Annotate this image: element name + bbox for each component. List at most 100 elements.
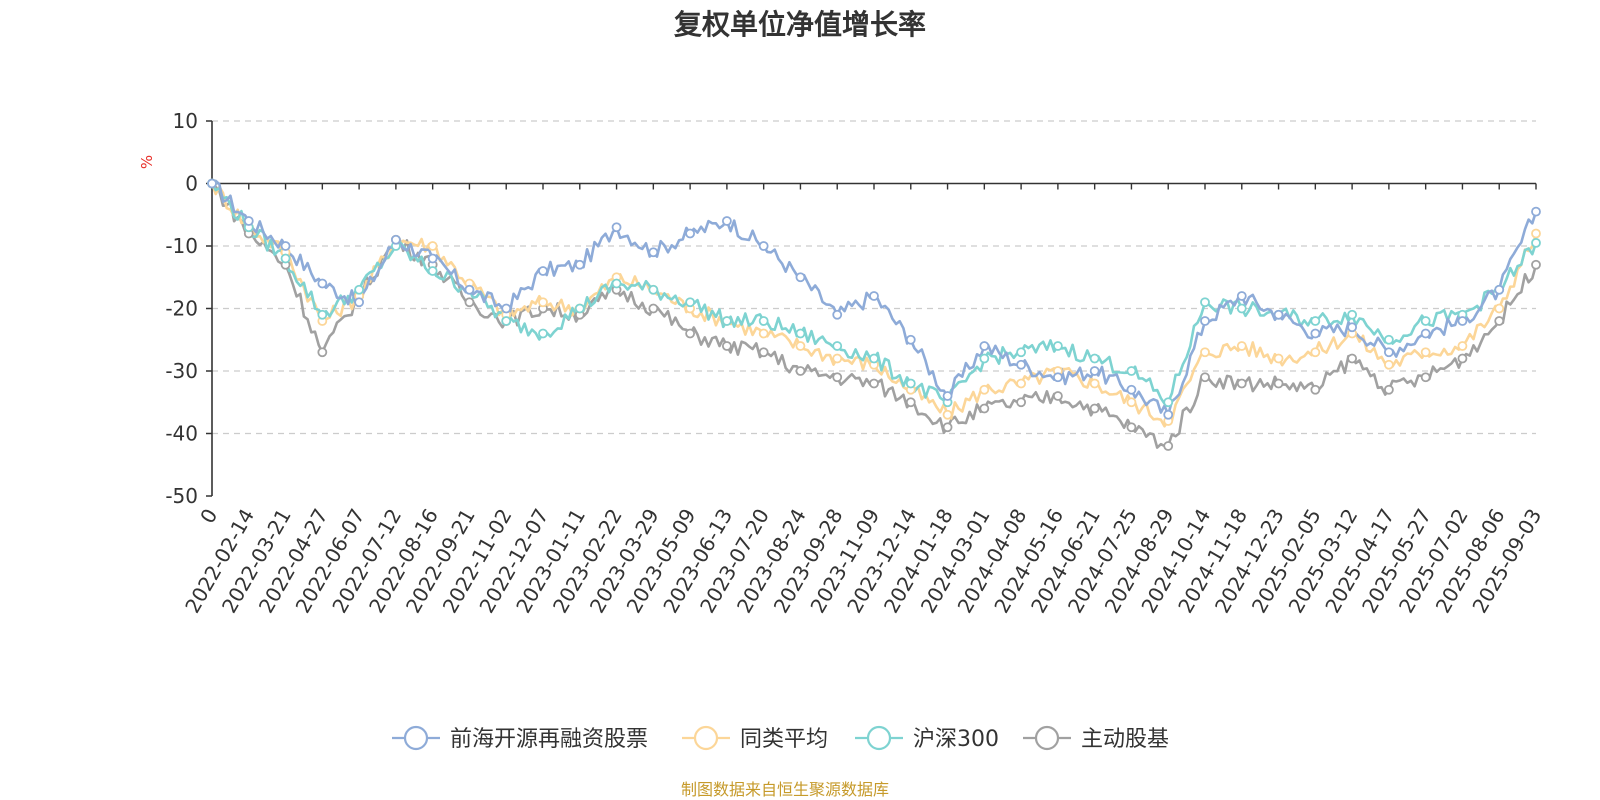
- data-point: [795, 341, 806, 351]
- data-point: [1236, 303, 1247, 314]
- data-point: [1052, 341, 1063, 351]
- data-point: [611, 222, 622, 233]
- data-point: [1420, 372, 1431, 383]
- data-point: [758, 316, 769, 326]
- legend-item[interactable]: 主动股基: [1023, 725, 1169, 752]
- data-point: [905, 334, 916, 345]
- data-point: [317, 278, 328, 289]
- data-point: [795, 366, 806, 376]
- data-point: [1457, 353, 1468, 364]
- data-point: [501, 316, 512, 326]
- data-point: [832, 341, 843, 351]
- data-point: [1310, 328, 1321, 339]
- legend-label: 沪深300: [913, 727, 999, 752]
- data-point: [869, 378, 879, 389]
- data-point: [1531, 228, 1541, 239]
- legend-item[interactable]: 同类平均: [682, 725, 828, 752]
- data-point: [1273, 353, 1284, 364]
- data-point: [1089, 366, 1100, 376]
- data-point: [1494, 284, 1505, 295]
- data-point: [1163, 409, 1174, 420]
- data-point: [721, 316, 732, 326]
- legend-label: 主动股基: [1081, 727, 1169, 752]
- data-point: [1052, 391, 1063, 401]
- data-point: [685, 228, 696, 239]
- data-point: [905, 378, 916, 389]
- data-point: [207, 178, 217, 189]
- data-point: [1163, 397, 1174, 408]
- data-point: [464, 297, 475, 308]
- data-point: [942, 409, 953, 420]
- legend-circle-icon: [693, 725, 719, 751]
- data-point: [611, 278, 622, 289]
- data-point: [685, 297, 696, 308]
- data-point: [1310, 316, 1321, 326]
- data-point: [1089, 353, 1100, 364]
- x-tick-label: 0: [195, 505, 222, 528]
- data-point: [648, 303, 659, 314]
- data-point: [1383, 334, 1394, 345]
- data-point: [1273, 378, 1284, 389]
- legend-item[interactable]: 前海开源再融资股票: [392, 725, 648, 752]
- data-point: [1016, 347, 1027, 358]
- data-point: [574, 303, 585, 314]
- data-point: [390, 234, 401, 245]
- data-point: [538, 297, 548, 308]
- data-point: [1310, 384, 1321, 395]
- data-point: [1531, 206, 1541, 217]
- series-line-1: [210, 183, 1538, 428]
- data-point: [758, 241, 769, 251]
- source-note: 制图数据来自恒生聚源数据库: [681, 780, 889, 799]
- data-point: [1016, 359, 1027, 370]
- data-point: [869, 291, 879, 301]
- y-tick-label: -10: [165, 234, 198, 258]
- data-point: [501, 303, 512, 314]
- data-point: [905, 397, 916, 408]
- data-point: [1347, 322, 1358, 333]
- data-point: [427, 241, 438, 251]
- data-point: [280, 253, 291, 264]
- data-point: [354, 284, 365, 295]
- data-point: [942, 422, 953, 433]
- series-lines: [210, 179, 1538, 449]
- y-tick-label: -40: [165, 422, 198, 446]
- data-point: [1310, 347, 1321, 358]
- data-point: [685, 328, 696, 339]
- data-point: [1126, 422, 1137, 433]
- data-point: [832, 372, 843, 383]
- legend-circle-icon: [866, 725, 892, 751]
- data-point: [1494, 303, 1505, 314]
- data-point: [1383, 347, 1394, 358]
- y-tick-label: -30: [165, 359, 198, 383]
- data-point: [1126, 397, 1137, 408]
- legend-item[interactable]: 沪深300: [855, 725, 999, 752]
- data-point: [758, 328, 769, 339]
- data-point: [574, 259, 585, 270]
- data-point: [1236, 291, 1247, 301]
- data-point: [869, 353, 879, 364]
- data-point: [832, 309, 843, 320]
- data-point: [1200, 372, 1210, 383]
- data-point: [1163, 441, 1174, 451]
- data-point: [1016, 378, 1027, 389]
- y-tick-label: -50: [165, 484, 198, 508]
- legend-label: 同类平均: [740, 727, 828, 752]
- y-tick-labels: 10 0 -10 -20 -30 -40 -50: [165, 109, 198, 508]
- data-point: [979, 341, 990, 351]
- data-point: [1016, 397, 1027, 408]
- x-tick-labels: 02022-02-142022-03-212022-04-272022-06-0…: [180, 504, 1546, 617]
- y-tick-label: 10: [173, 109, 198, 133]
- data-point: [464, 284, 475, 295]
- data-point: [354, 297, 365, 308]
- data-point: [1531, 237, 1541, 248]
- data-point: [979, 384, 990, 395]
- data-point: [1089, 378, 1100, 389]
- data-point: [942, 391, 953, 401]
- data-point: [1273, 309, 1284, 320]
- legend[interactable]: 前海开源再融资股票 同类平均 沪深300 主动股基: [392, 725, 1169, 752]
- series-markers: [207, 178, 1541, 451]
- y-tick-label: 0: [185, 172, 198, 196]
- data-point: [1200, 347, 1210, 358]
- data-point: [648, 284, 659, 295]
